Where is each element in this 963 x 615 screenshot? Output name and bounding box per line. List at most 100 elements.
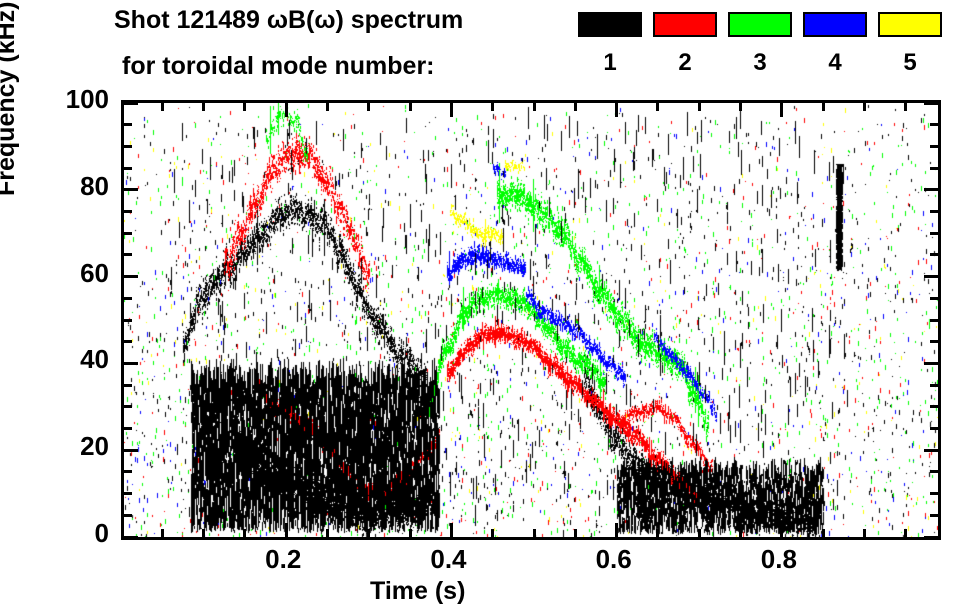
x-tick-top-minor (202, 103, 206, 111)
x-tick-major (449, 523, 453, 537)
x-tick-major (284, 523, 288, 537)
y-tick-minor (124, 340, 132, 344)
spectrogram-canvas (124, 103, 938, 537)
legend-entry-5[interactable]: 5 (878, 12, 942, 75)
y-tick-label-80: 80 (80, 170, 109, 201)
y-tick-right-minor (930, 296, 938, 300)
x-tick-top-minor (532, 103, 536, 111)
x-tick-minor (656, 529, 660, 537)
y-tick-right-minor (930, 492, 938, 496)
x-tick-top-minor (160, 103, 164, 111)
x-tick-minor (697, 529, 701, 537)
x-tick-minor (326, 529, 330, 537)
y-tick-label-0: 0 (94, 518, 109, 548)
y-tick-right-minor (930, 166, 938, 170)
x-tick-major (615, 523, 619, 537)
x-tick-minor (862, 529, 866, 537)
x-tick-minor (202, 529, 206, 537)
y-tick-right-minor (930, 340, 938, 344)
x-tick-minor (367, 529, 371, 537)
y-tick-minor (124, 318, 132, 322)
x-tick-label-0.8: 0.8 (760, 544, 797, 574)
y-tick-right-minor (930, 253, 938, 257)
y-tick-minor (124, 166, 132, 170)
x-tick-minor (160, 529, 164, 537)
x-tick-top-major (449, 103, 453, 117)
y-tick-label-40: 40 (80, 344, 109, 375)
y-tick-minor (124, 296, 132, 300)
y-tick-major (124, 448, 138, 452)
y-tick-minor (124, 405, 132, 409)
y-tick-right-major (924, 275, 938, 279)
y-tick-right-major (924, 188, 938, 192)
y-tick-minor (124, 231, 132, 235)
y-tick-minor (124, 470, 132, 474)
y-tick-minor (124, 383, 132, 387)
x-tick-top-minor (367, 103, 371, 111)
y-tick-right-major (924, 361, 938, 365)
y-tick-right-major (924, 535, 938, 539)
x-tick-minor (491, 529, 495, 537)
legend-entry-2[interactable]: 2 (653, 12, 717, 75)
x-tick-minor (243, 529, 247, 537)
y-tick-right-minor (930, 383, 938, 387)
legend-label-5: 5 (903, 49, 917, 76)
y-tick-right-minor (930, 470, 938, 474)
x-axis-title: Time (s) (370, 577, 466, 605)
x-tick-minor (532, 529, 536, 537)
x-tick-top-minor (821, 103, 825, 111)
y-tick-right-minor (930, 318, 938, 322)
y-tick-right-major (924, 448, 938, 452)
x-tick-top-minor (904, 103, 908, 111)
legend-label-3: 3 (753, 49, 767, 76)
x-tick-top-minor (697, 103, 701, 111)
x-tick-minor (408, 529, 412, 537)
y-tick-minor (124, 253, 132, 257)
y-tick-minor (124, 427, 132, 430)
legend-entry-1[interactable]: 1 (578, 12, 642, 75)
y-tick-right-major (924, 101, 938, 105)
y-tick-minor (124, 492, 132, 496)
legend-swatch-blue (803, 12, 867, 37)
legend-label-1: 1 (603, 49, 617, 76)
legend-label-2: 2 (678, 49, 692, 76)
x-tick-minor (573, 529, 577, 537)
x-tick-top-minor (326, 103, 330, 111)
x-tick-top-minor (739, 103, 743, 111)
x-tick-top-minor (243, 103, 247, 111)
y-tick-major (124, 535, 138, 539)
legend-entry-3[interactable]: 3 (728, 12, 792, 75)
y-tick-major (124, 361, 138, 365)
legend-swatch-black (578, 12, 642, 37)
x-tick-top-minor (656, 103, 660, 111)
y-tick-major (124, 188, 138, 192)
x-tick-label-0.6: 0.6 (595, 544, 632, 574)
x-tick-top-major (780, 103, 784, 117)
x-tick-minor (904, 529, 908, 537)
y-tick-right-minor (930, 427, 938, 430)
legend-entry-4[interactable]: 4 (803, 12, 867, 75)
x-tick-label-0.2: 0.2 (265, 544, 302, 574)
x-tick-top-minor (491, 103, 495, 111)
x-tick-top-minor (573, 103, 577, 111)
y-tick-minor (124, 144, 132, 148)
x-tick-top-major (284, 103, 288, 117)
legend-swatch-green (728, 12, 792, 37)
y-tick-minor (124, 210, 132, 213)
y-tick-label-20: 20 (80, 431, 109, 462)
x-tick-top-minor (862, 103, 866, 111)
x-tick-major (780, 523, 784, 537)
y-tick-right-minor (930, 513, 938, 517)
plot-area (121, 100, 941, 540)
x-tick-top-minor (408, 103, 412, 111)
legend: 1 2 3 4 5 (578, 12, 950, 90)
y-tick-minor (124, 513, 132, 517)
y-tick-right-minor (930, 210, 938, 213)
y-tick-major (124, 101, 138, 105)
x-tick-minor (739, 529, 743, 537)
y-tick-label-100: 100 (65, 84, 109, 114)
y-axis-title: Frequency (kHz) (0, 1, 20, 196)
y-tick-major (124, 275, 138, 279)
y-tick-right-minor (930, 405, 938, 409)
